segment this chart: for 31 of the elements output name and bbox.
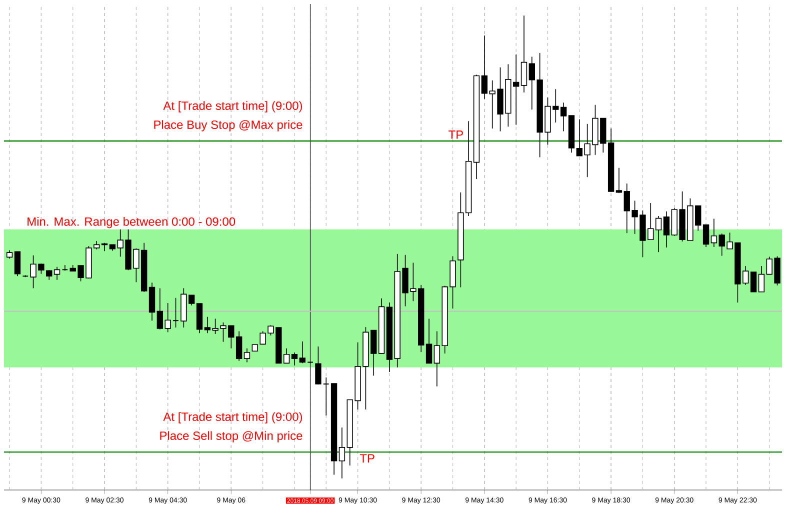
annotation: At [Trade start time] (9:00): [163, 101, 302, 112]
annotation: At [Trade start time] (9:00): [163, 412, 302, 424]
ref-line-label: TP: [448, 130, 463, 139]
candlestick: [702, 224, 710, 248]
candlestick: [338, 427, 346, 479]
candlestick: [172, 298, 179, 328]
candlestick: [655, 216, 662, 252]
candlestick: [520, 15, 528, 93]
candlestick: [291, 352, 298, 366]
candlestick: [101, 242, 108, 252]
candlestick: [663, 210, 670, 248]
candlestick: [426, 318, 432, 364]
candlestick: [758, 266, 765, 292]
candlestick: [236, 330, 242, 362]
candlestick: [315, 346, 322, 385]
candlestick: [283, 348, 290, 364]
candlestick: [322, 377, 330, 416]
candlestick: [54, 266, 60, 280]
candlestick: [560, 102, 567, 132]
candlestick: [616, 167, 622, 194]
annotation: Place Sell stop @Min price: [160, 431, 302, 442]
candlestick: [434, 330, 440, 387]
band-label: Min. Max. Range between 0:00 - 09:00: [28, 217, 236, 228]
candlestick: [750, 272, 757, 292]
annotation: Place Buy Stop @Max price: [154, 120, 302, 132]
candlestick: [62, 264, 68, 271]
candlestick: [299, 341, 306, 364]
candlestick: [244, 348, 250, 363]
ref-line-label: TP: [360, 454, 374, 462]
candlestick: [710, 218, 718, 248]
candlestick: [14, 251, 21, 277]
